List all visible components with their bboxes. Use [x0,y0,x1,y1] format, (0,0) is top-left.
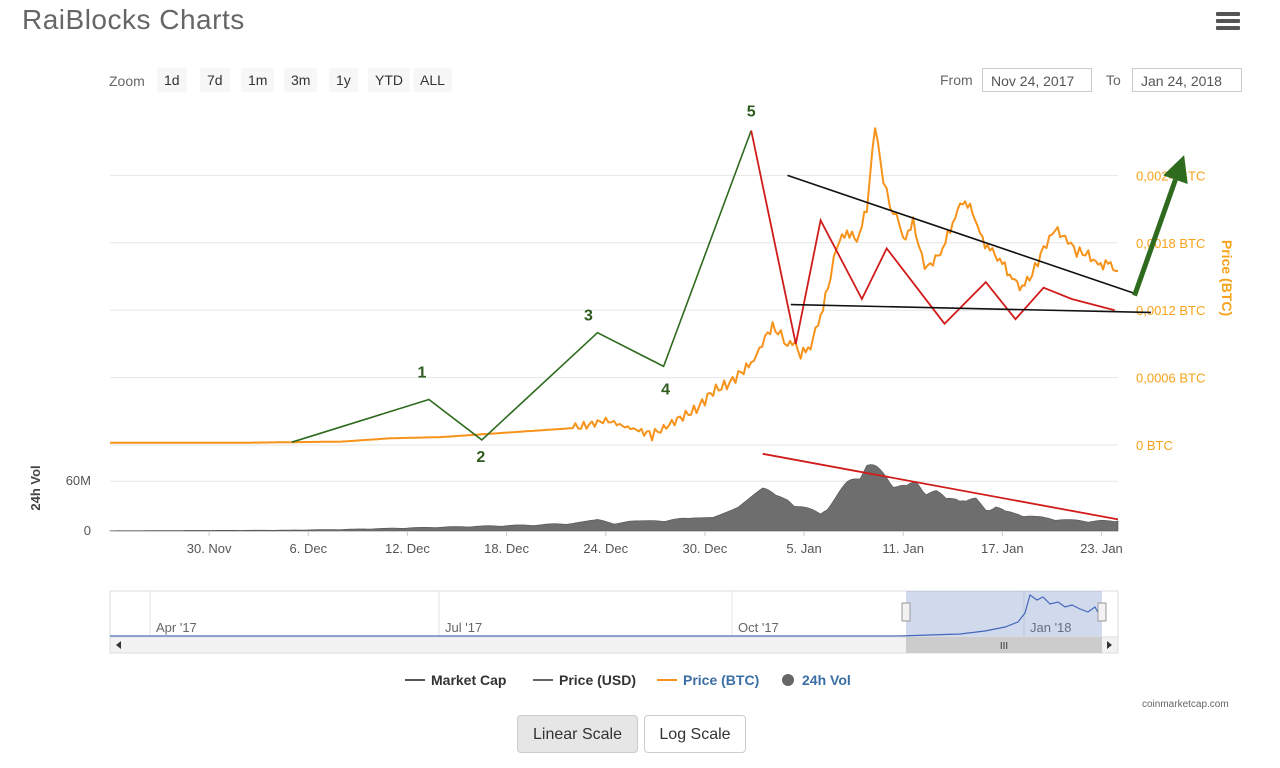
legend-item-price-usd[interactable]: Price (USD) [533,672,636,688]
legend-label: Price (BTC) [683,672,760,688]
price-tick-label: 0 BTC [1136,438,1173,453]
x-tick-label: 18. Dec [484,541,529,556]
wave-label-4: 4 [661,381,670,398]
navigator-selected-range [906,591,1102,637]
navigator-tick-label: Apr '17 [156,620,197,635]
navigator-scrollbar-thumb [906,637,1102,653]
elliott-wave-line [291,130,752,443]
navigator-series-line [110,594,1105,637]
legend-swatch [657,679,677,681]
price-tick-label: 0,0006 BTC [1136,371,1205,386]
zoom-button-1d[interactable]: 1d [157,68,187,92]
x-tick-label: 11. Jan [882,541,924,556]
source-credit[interactable]: coinmarketcap.com [1142,699,1229,710]
navigator-tick-label: Oct '17 [738,620,779,635]
flag-lower-trendline [790,303,1152,314]
from-date-input[interactable]: Nov 24, 2017 [982,68,1092,92]
x-tick-label: 24. Dec [583,541,628,556]
zoom-label: Zoom [109,73,145,89]
zoom-button-1y[interactable]: 1y [329,68,358,92]
price-btc-line [110,127,1119,444]
legend-swatch [405,679,425,681]
wave-label-3: 3 [584,308,593,325]
navigator-right-handle [1097,602,1107,622]
zoom-button-all[interactable]: ALL [413,68,452,92]
legend-label: 24h Vol [802,672,851,688]
navigator-frame [109,590,1119,638]
volume-axis-title: 24h Vol [28,465,43,510]
navigator-scrollbar-track [109,636,1119,654]
zoom-button-1m[interactable]: 1m [241,68,275,92]
linear-scale-button[interactable]: Linear Scale [517,715,638,753]
scrollbar-grip-icon: III [1000,641,1008,652]
scroll-left-arrow-icon [116,641,121,649]
to-label: To [1106,72,1121,88]
navigator-left-handle [901,602,911,622]
wave-label-5: 5 [747,103,756,120]
price-axis-title: Price (BTC) [1219,240,1235,316]
x-tick-label: 17. Jan [981,541,1024,556]
x-tick-label: 6. Dec [290,541,328,556]
x-tick-label: 30. Nov [187,541,232,556]
scroll-right-arrow-icon [1107,641,1112,649]
navigator-tick-label: Jan '18 [1030,620,1072,635]
legend-swatch [782,674,794,686]
breakout-arrow-head [1163,155,1188,185]
x-tick-label: 12. Dec [385,541,430,556]
price-tick-label: 0,0012 BTC [1136,303,1205,318]
legend-item-24h-vol[interactable]: 24h Vol [782,672,851,688]
from-label: From [940,72,973,88]
volume-area [109,464,1119,532]
page-title: RaiBlocks Charts [22,4,245,35]
price-tick-label: 0,0018 BTC [1136,236,1205,251]
volume-tick-label: 60M [66,473,91,488]
legend-label: Market Cap [431,672,507,688]
x-tick-label: 30. Dec [682,541,727,556]
wave-label-1: 1 [417,365,426,382]
legend-label: Price (USD) [559,672,637,688]
legend-swatch [533,679,553,681]
to-date-input[interactable]: Jan 24, 2018 [1132,68,1242,92]
x-tick-label: 5. Jan [786,541,821,556]
breakout-arrow-shaft [1132,178,1178,297]
zoom-button-7d[interactable]: 7d [200,68,230,92]
x-tick-label: 23. Jan [1080,541,1123,556]
wave-label-2: 2 [476,449,485,466]
zoom-button-ytd[interactable]: YTD [368,68,410,92]
flag-upper-trendline [787,174,1135,295]
zoom-button-3m[interactable]: 3m [284,68,318,92]
navigator-tick-label: Jul '17 [445,620,482,635]
correction-wave-line [750,130,1115,345]
volume-tick-label: 0 [84,523,91,538]
legend-item-price-btc[interactable]: Price (BTC) [657,672,759,688]
hamburger-menu-icon[interactable] [1216,12,1240,30]
legend-item-market-cap[interactable]: Market Cap [405,672,506,688]
log-scale-button[interactable]: Log Scale [644,715,746,753]
volume-trendline [762,452,1119,521]
